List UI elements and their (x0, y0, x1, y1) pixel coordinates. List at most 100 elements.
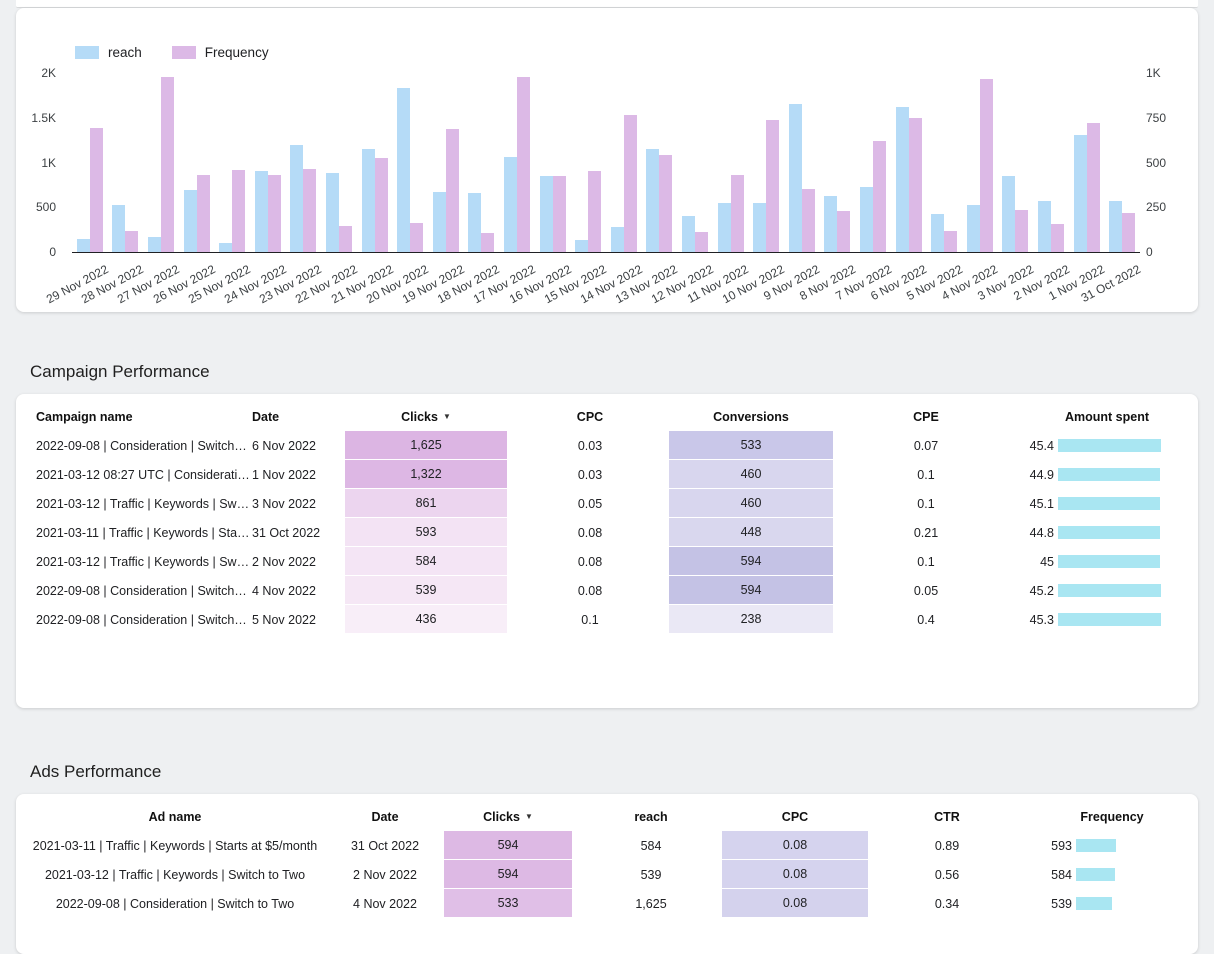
cell-date: 6 Nov 2022 (252, 438, 316, 453)
cell-date: 31 Oct 2022 (252, 525, 321, 540)
bar-frequency[interactable] (588, 170, 602, 252)
bar-reach[interactable] (254, 170, 268, 252)
heatmap-cell-conversions: 594 (669, 547, 833, 575)
column-header-date[interactable]: Date (371, 809, 399, 824)
column-header-campaign-name[interactable]: Campaign name (36, 409, 133, 424)
bar-frequency[interactable] (944, 231, 958, 252)
bar-frequency[interactable] (481, 233, 495, 252)
column-header-ctr[interactable]: CTR (934, 809, 960, 824)
bar-frequency[interactable] (161, 76, 174, 252)
bar-reach[interactable] (1109, 200, 1123, 252)
bar-frequency[interactable] (125, 231, 139, 252)
bar-reach[interactable] (966, 205, 980, 252)
bar-frequency[interactable] (267, 175, 281, 252)
bar-frequency[interactable] (1086, 123, 1100, 252)
column-header-amount-spent[interactable]: Amount spent (1064, 409, 1150, 424)
bar-frequency[interactable] (517, 77, 530, 252)
cell-date: 4 Nov 2022 (252, 583, 316, 598)
column-header-cpe[interactable]: CPE (913, 409, 939, 424)
column-header-conversions[interactable]: Conversions (713, 409, 789, 424)
bar-frequency[interactable] (89, 127, 103, 252)
bar-frequency[interactable] (552, 175, 566, 252)
table-row: 2022-09-08 | Consideration | Switch to T… (16, 889, 1198, 918)
bar-reach[interactable] (1038, 201, 1051, 252)
bar-frequency[interactable] (374, 158, 388, 252)
bar-reach[interactable] (753, 203, 767, 252)
column-header-cpc[interactable]: CPC (576, 409, 604, 424)
bar-frequency[interactable] (623, 115, 637, 252)
bar-reach[interactable] (112, 205, 126, 252)
bar-reach[interactable] (539, 175, 553, 252)
heatmap-cell-clicks: 584 (345, 547, 507, 575)
table-row: 2021-03-12 | Traffic | Keywords | Sw… 2 N… (16, 547, 1198, 576)
bar-frequency[interactable] (339, 226, 352, 252)
bar-reach[interactable] (468, 192, 482, 252)
sort-desc-icon[interactable]: ▼ (524, 811, 533, 821)
bar-frequency[interactable] (196, 175, 210, 252)
bar-reach[interactable] (397, 88, 411, 252)
chart-legend: reach Frequency (75, 45, 269, 60)
bar-frequency[interactable] (445, 128, 459, 252)
bar-frequency[interactable] (1051, 224, 1064, 252)
column-header-cpc[interactable]: CPC (781, 809, 809, 824)
bar-reach[interactable] (432, 192, 446, 252)
bar-reach[interactable] (646, 149, 660, 252)
column-header-date[interactable]: Date (252, 409, 280, 424)
bar-frequency[interactable] (730, 175, 744, 252)
bar-reach[interactable] (361, 149, 375, 252)
bar-reach[interactable] (219, 242, 233, 252)
y-axis-tick: 250 (1146, 200, 1167, 215)
sort-desc-icon[interactable]: ▼ (442, 411, 451, 421)
bar-reach[interactable] (1073, 134, 1087, 252)
bar-frequency[interactable] (695, 232, 708, 252)
bar-frequency[interactable] (1015, 209, 1029, 252)
cell-date: 2 Nov 2022 (353, 867, 417, 882)
data-bar-amount (1058, 497, 1160, 510)
column-header-clicks[interactable]: Clicks ▼ (401, 409, 451, 424)
bar-reach[interactable] (824, 195, 838, 252)
bar-reach[interactable] (682, 215, 695, 252)
bar-reach[interactable] (788, 104, 802, 252)
bar-reach[interactable] (895, 107, 909, 252)
y-axis-tick: 1K (41, 155, 56, 170)
bar-frequency[interactable] (303, 168, 317, 252)
column-header-clicks[interactable]: Clicks ▼ (483, 809, 533, 824)
column-header-ad-name[interactable]: Ad name (148, 809, 202, 824)
bar-reach[interactable] (76, 238, 90, 252)
bar-reach[interactable] (860, 186, 873, 252)
table-row: 2022-09-08 | Consideration | Switch… 6 No… (16, 431, 1198, 460)
bar-frequency[interactable] (766, 120, 780, 252)
y-axis-tick: 0 (49, 245, 56, 259)
bar-reach[interactable] (183, 190, 197, 252)
bar-reach[interactable] (717, 203, 731, 252)
column-header-frequency[interactable]: Frequency (1080, 809, 1144, 824)
bar-reach[interactable] (326, 173, 339, 252)
bar-frequency[interactable] (801, 189, 815, 252)
bar-frequency[interactable] (410, 223, 424, 252)
bar-frequency[interactable] (837, 210, 851, 252)
cell-amount: 45.2 (1029, 583, 1054, 598)
left-y-axis: 0 500 1K 1.5K 2K (4, 66, 64, 259)
bar-frequency[interactable] (232, 169, 246, 252)
column-header-reach[interactable]: reach (634, 809, 668, 824)
bar-frequency[interactable] (873, 141, 886, 252)
heatmap-cell-conversions: 460 (669, 460, 833, 488)
bar-frequency[interactable] (908, 117, 922, 252)
bar-reach[interactable] (148, 236, 161, 252)
right-y-axis: 0 250 500 750 1K (1146, 66, 1206, 259)
bar-reach[interactable] (575, 239, 589, 252)
bar-reach[interactable] (610, 226, 624, 252)
data-bar-amount (1058, 439, 1161, 452)
bar-reach[interactable] (931, 214, 945, 252)
cell-amount: 44.9 (1029, 467, 1054, 482)
heatmap-cell-clicks: 594 (444, 831, 572, 859)
bar-frequency[interactable] (659, 155, 673, 252)
cell-name: 2022-09-08 | Consideration | Switch to T… (55, 896, 295, 911)
bar-reach[interactable] (1002, 175, 1016, 252)
cell-amount: 45.4 (1029, 438, 1054, 453)
bar-reach[interactable] (504, 157, 517, 252)
bar-frequency[interactable] (979, 79, 993, 252)
heatmap-cell-clicks: 1,322 (345, 460, 507, 488)
bar-frequency[interactable] (1122, 212, 1136, 252)
bar-reach[interactable] (290, 145, 304, 252)
